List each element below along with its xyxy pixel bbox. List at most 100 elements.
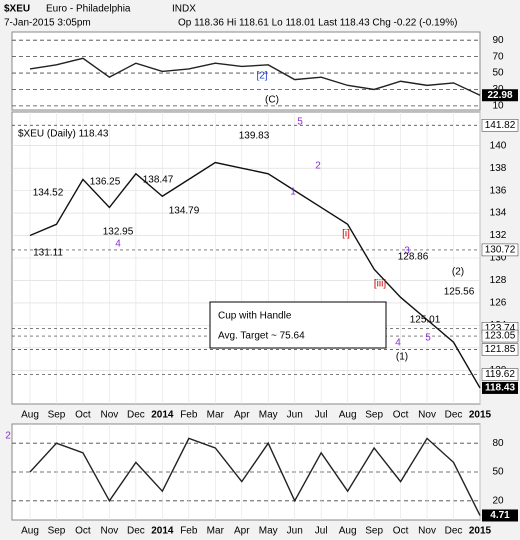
x-tick-label: Nov <box>101 526 119 537</box>
x-tick-label: Feb <box>180 526 198 537</box>
y-tick-label: 130 <box>490 253 507 264</box>
annotation: (2) <box>452 267 464 278</box>
panel <box>11 31 481 111</box>
x-tick-label: Aug <box>339 410 357 421</box>
annotation: 138.47 <box>143 175 174 186</box>
x-tick-label: Mar <box>207 410 225 421</box>
level-label: 119.62 <box>485 369 515 380</box>
y-tick-label: 70 <box>492 51 504 62</box>
x-tick-label: 2014 <box>151 410 174 421</box>
annotation: 134.52 <box>33 188 64 199</box>
x-tick-label: Apr <box>234 526 250 537</box>
exchange: INDX <box>172 4 196 15</box>
date: 7-Jan-2015 3:05pm <box>4 18 91 29</box>
annotation: 4 <box>115 239 121 250</box>
x-tick-label: Feb <box>180 410 198 421</box>
x-tick-label: May <box>259 526 278 537</box>
x-tick-label: Jun <box>287 526 303 537</box>
annotation: 139.83 <box>239 131 270 142</box>
y-tick-label: 128 <box>490 275 507 286</box>
x-tick-label: Jul <box>315 410 328 421</box>
level-label: 130.72 <box>485 245 516 256</box>
x-tick-label: Mar <box>207 526 225 537</box>
x-tick-label: Dec <box>445 526 463 537</box>
x-tick-label: Oct <box>393 410 409 421</box>
annotation: (1) <box>396 352 408 363</box>
last-tag <box>482 381 518 394</box>
last-value-label: 4.71 <box>490 510 510 521</box>
x-tick-label: Sep <box>48 526 66 537</box>
x-tick-label: Nov <box>418 526 436 537</box>
level-label: 123.74 <box>485 323 516 334</box>
last-value-label: 118.43 <box>485 383 515 394</box>
annotation: 5 <box>425 333 431 344</box>
y-tick-label: 134 <box>490 208 507 219</box>
x-tick-label: Dec <box>127 410 145 421</box>
index-name: Euro - Philadelphia <box>46 4 131 15</box>
annotation: 134.79 <box>169 206 200 217</box>
series-line <box>29 437 481 516</box>
level-tag <box>481 368 519 381</box>
y-tick-label: 138 <box>490 163 507 174</box>
annotation: (C) <box>265 95 279 106</box>
annotation: 1 <box>290 187 296 198</box>
series-line <box>29 57 481 96</box>
x-tick-label: 2014 <box>151 526 174 537</box>
annotation: 125.01 <box>410 315 441 326</box>
last-tag <box>482 89 518 102</box>
y-tick-label: 132 <box>490 230 507 241</box>
y-tick-label: 50 <box>492 467 504 478</box>
level-label: 141.82 <box>485 120 516 131</box>
annotation: [2] <box>256 71 267 82</box>
level-tag <box>481 329 519 343</box>
annotation-box <box>209 301 387 349</box>
x-tick-label: Sep <box>365 526 383 537</box>
annotation: 132.95 <box>103 227 134 238</box>
last-tag <box>482 509 518 522</box>
annotation: 4 <box>395 338 401 349</box>
y-tick-label: 136 <box>490 185 507 196</box>
annotation: Cup with Handle <box>218 311 292 322</box>
x-tick-label: Sep <box>48 410 66 421</box>
quote: Op 118.36 Hi 118.61 Lo 118.01 Last 118.4… <box>178 18 457 29</box>
x-tick-label: Apr <box>234 410 250 421</box>
series-line <box>29 161 481 389</box>
x-tick-label: Sep <box>365 410 383 421</box>
y-tick-label: 50 <box>492 68 504 79</box>
y-tick-label: 80 <box>492 438 504 449</box>
x-tick-label: 2015 <box>469 410 492 421</box>
annotation: 136.25 <box>90 177 121 188</box>
y-tick-label: 90 <box>492 35 504 46</box>
level-label: 123.05 <box>485 331 516 342</box>
x-tick-label: Jun <box>287 410 303 421</box>
x-tick-label: Oct <box>393 526 409 537</box>
level-tag <box>481 343 519 356</box>
annotation: 131.11 <box>33 248 63 259</box>
x-tick-label: 2015 <box>469 526 492 537</box>
annotation: Avg. Target ~ 75.64 <box>218 331 305 342</box>
x-tick-label: Aug <box>21 526 39 537</box>
annotation: 2 <box>315 161 321 172</box>
x-tick-label: Nov <box>418 410 436 421</box>
annotation: 128.86 <box>398 252 429 263</box>
legend: $XEU (Daily) 118.43 <box>18 129 109 140</box>
level-label: 121.85 <box>485 344 516 355</box>
x-tick-label: Nov <box>101 410 119 421</box>
x-tick-label: Oct <box>75 526 91 537</box>
symbol: $XEU <box>4 4 30 15</box>
level-tag <box>481 119 519 132</box>
annotation: [i] <box>342 229 350 240</box>
annotation: [iii] <box>374 279 386 290</box>
level-tag <box>481 243 519 257</box>
annotation: 125.56 <box>444 287 475 298</box>
x-tick-label: Aug <box>339 526 357 537</box>
x-tick-label: Dec <box>127 526 145 537</box>
x-tick-label: May <box>259 410 278 421</box>
annotation: 2 <box>5 431 11 442</box>
y-tick-label: 20 <box>492 495 504 506</box>
y-tick-label: 10 <box>492 101 504 112</box>
y-tick-label: 126 <box>490 298 507 309</box>
x-tick-label: Oct <box>75 410 91 421</box>
last-value-label: 22.98 <box>487 90 512 101</box>
